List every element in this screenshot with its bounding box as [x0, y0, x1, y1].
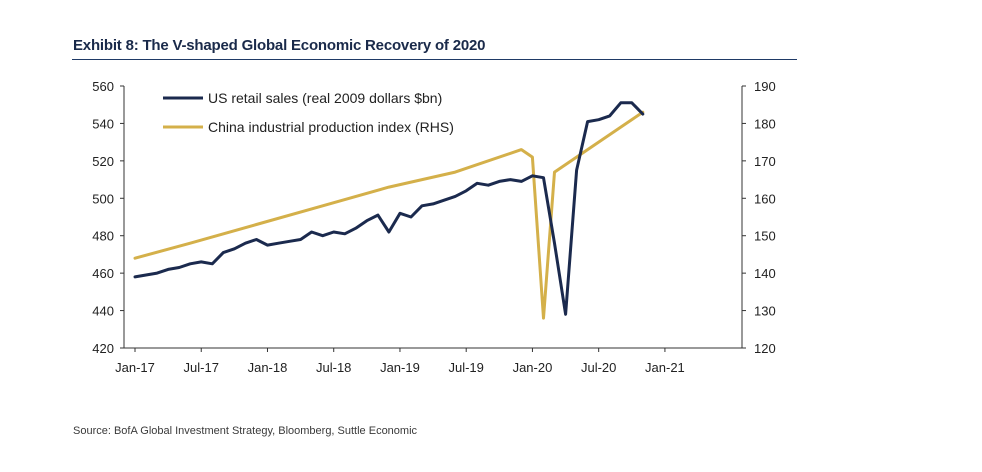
legend-us-retail-label: US retail sales (real 2009 dollars $bn) — [208, 90, 442, 106]
legend: US retail sales (real 2009 dollars $bn) C… — [163, 90, 454, 135]
left-tick-label: 560 — [92, 79, 114, 94]
axes: 420 440 460 480 500 520 540 560 120 130 140 150 160 1… — [92, 79, 775, 375]
right-tick-label: 170 — [754, 154, 776, 169]
us-retail-sales-line — [133, 101, 645, 316]
x-tick-label: Jul-19 — [448, 360, 483, 375]
right-tick-label: 190 — [754, 79, 776, 94]
x-tick-label: Jan-18 — [248, 360, 288, 375]
left-tick-label: 440 — [92, 304, 114, 319]
right-tick-label: 120 — [754, 341, 776, 356]
x-tick-label: Jan-17 — [115, 360, 155, 375]
left-tick-label: 460 — [92, 266, 114, 281]
right-tick-label: 140 — [754, 266, 776, 281]
right-tick-label: 130 — [754, 304, 776, 319]
source-note: Source: BofA Global Investment Strategy,… — [73, 425, 418, 437]
x-tick-label: Jan-21 — [645, 360, 685, 375]
right-tick-label: 150 — [754, 229, 776, 244]
x-tick-label: Jul-17 — [184, 360, 219, 375]
x-tick-label: Jul-20 — [581, 360, 616, 375]
left-tick-label: 540 — [92, 116, 114, 131]
x-tick-label: Jul-18 — [316, 360, 351, 375]
right-tick-label: 180 — [754, 116, 776, 131]
title-rule — [72, 59, 797, 60]
left-tick-label: 500 — [92, 191, 114, 206]
left-tick-label: 520 — [92, 154, 114, 169]
right-tick-label: 160 — [754, 191, 776, 206]
x-tick-label: Jan-20 — [513, 360, 553, 375]
china-industrial-production-line — [133, 110, 645, 320]
x-tick-label: Jan-19 — [380, 360, 420, 375]
left-tick-label: 480 — [92, 229, 114, 244]
left-tick-label: 420 — [92, 341, 114, 356]
series-layer — [133, 101, 645, 320]
chart-title: Exhibit 8: The V-shaped Global Economic … — [73, 37, 486, 54]
legend-china-ip-label: China industrial production index (RHS) — [208, 119, 454, 135]
